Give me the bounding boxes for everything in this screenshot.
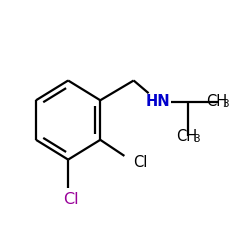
Text: HN: HN (146, 94, 171, 109)
Text: Cl: Cl (63, 192, 78, 207)
Text: CH: CH (176, 128, 197, 144)
Text: CH: CH (206, 94, 227, 109)
Text: 3: 3 (222, 100, 229, 110)
Text: Cl: Cl (133, 154, 147, 170)
Text: 3: 3 (193, 134, 200, 144)
